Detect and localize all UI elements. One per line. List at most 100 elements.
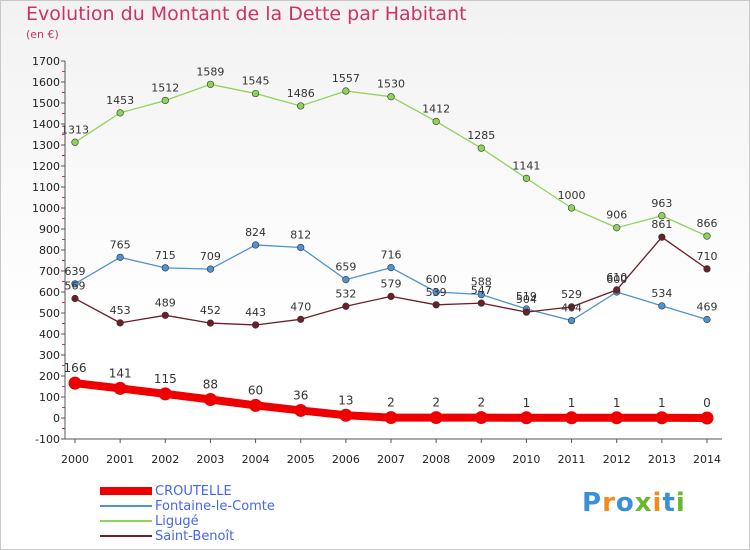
y-tick-label: 1600 (32, 76, 60, 89)
data-point (342, 87, 350, 95)
x-tick-label: 2009 (467, 453, 495, 466)
data-point (703, 232, 711, 240)
data-point (477, 290, 485, 299)
y-tick-label: 700 (39, 265, 60, 278)
logo-letter: P (582, 488, 603, 518)
data-point (700, 411, 714, 425)
data-label: 36 (293, 388, 308, 402)
data-label: 2 (432, 396, 440, 410)
y-tick-label: 1700 (32, 55, 60, 68)
data-point (116, 319, 124, 327)
data-label: 166 (64, 361, 87, 375)
data-point (474, 411, 488, 425)
legend-swatch (100, 505, 152, 507)
data-point (251, 241, 260, 249)
data-point (658, 212, 666, 220)
data-label: 464 (561, 302, 582, 315)
x-tick-label: 2014 (693, 453, 721, 466)
data-point (116, 253, 124, 261)
data-point (294, 403, 308, 417)
data-point (206, 319, 215, 327)
data-point (432, 301, 440, 309)
data-point (203, 393, 217, 407)
data-point (477, 144, 485, 152)
data-label: 13 (338, 393, 353, 407)
data-point (703, 265, 711, 273)
data-point (613, 224, 621, 232)
data-label: 141 (109, 366, 132, 380)
data-point (297, 315, 305, 323)
data-label: 1 (568, 396, 576, 410)
x-tick-label: 2007 (377, 453, 405, 466)
data-point (567, 204, 576, 212)
legend-swatch (100, 487, 152, 495)
data-label: 600 (606, 273, 627, 286)
legend-swatch (100, 535, 152, 537)
x-tick-label: 2006 (332, 453, 360, 466)
data-point (249, 398, 263, 412)
logo-letter: t (662, 488, 676, 518)
data-label: 532 (335, 287, 356, 300)
data-label: 1453 (106, 94, 134, 107)
data-point (432, 288, 440, 296)
y-tick-label: 300 (39, 349, 60, 362)
data-label: 610 (606, 271, 627, 284)
data-point (658, 302, 666, 310)
data-label: 639 (65, 265, 86, 278)
y-tick-label: 600 (39, 286, 60, 299)
data-point (71, 138, 79, 146)
logo-letter: o (615, 488, 635, 518)
x-tick-label: 2005 (287, 453, 315, 466)
data-label: 2 (387, 396, 395, 410)
data-point (297, 102, 305, 110)
data-label: 1545 (242, 75, 270, 88)
data-point (432, 117, 440, 126)
x-tick-label: 2000 (61, 453, 89, 466)
legend-item: Saint-Benoît (100, 529, 420, 544)
data-point (339, 408, 353, 422)
data-label: 709 (200, 250, 221, 263)
y-tick-label: 100 (39, 391, 60, 404)
data-point (161, 311, 169, 319)
data-point (387, 292, 395, 301)
data-point (297, 243, 305, 252)
data-label: 569 (65, 280, 86, 293)
data-label: 470 (290, 300, 311, 313)
x-tick-label: 2004 (242, 453, 270, 466)
chart-unit-label: (en €) (26, 28, 59, 41)
chart-title: Evolution du Montant de la Dette par Hab… (26, 3, 467, 25)
data-label: 1285 (467, 129, 495, 142)
x-tick-label: 2002 (151, 453, 179, 466)
data-point (251, 321, 260, 329)
chart-axes: -100010020030040050060070080090010001100… (32, 55, 722, 466)
data-label: 600 (426, 273, 447, 286)
x-tick-label: 2012 (603, 453, 631, 466)
data-point (610, 411, 624, 425)
data-point (116, 109, 124, 117)
data-point (158, 387, 172, 401)
data-point (384, 411, 398, 425)
x-tick-label: 2008 (422, 453, 450, 466)
logo-letter: r (602, 488, 616, 518)
legend-label: Saint-Benoît (155, 529, 235, 544)
data-label: 812 (290, 228, 311, 241)
data-point (68, 376, 82, 390)
data-point (387, 264, 395, 272)
data-point (519, 411, 533, 425)
logo-letter: i (652, 488, 663, 518)
y-tick-label: 1500 (32, 97, 60, 110)
y-tick-label: 1100 (32, 181, 60, 194)
data-point (429, 411, 443, 425)
data-label: 519 (516, 290, 537, 303)
data-label: 2 (477, 396, 485, 410)
y-tick-label: 1300 (32, 139, 60, 152)
data-label: 0 (703, 396, 711, 410)
data-label: 861 (651, 218, 672, 231)
data-point (71, 280, 79, 288)
x-tick-label: 2010 (512, 453, 540, 466)
data-point (658, 233, 666, 241)
data-label: 588 (471, 276, 492, 289)
data-label: 1412 (422, 102, 450, 115)
